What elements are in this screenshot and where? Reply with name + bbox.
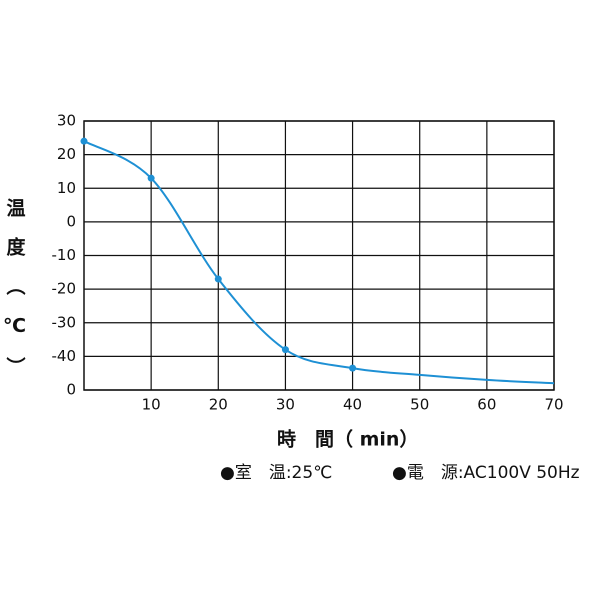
x-tick-label: 60 xyxy=(477,396,496,414)
x-axis-label: 時 間（ min） xyxy=(277,428,418,451)
y-tick-label: -10 xyxy=(52,246,77,264)
y-tick-label: 0 xyxy=(66,381,76,399)
y-tick-label: 20 xyxy=(57,145,76,163)
y-axis-label: 温度（℃） xyxy=(4,198,26,396)
point xyxy=(147,174,155,182)
point xyxy=(214,275,222,283)
y-tick-label: 30 xyxy=(57,112,76,130)
point xyxy=(281,346,289,354)
note: ●室 温:25℃ xyxy=(220,463,332,483)
x-tick-label: 40 xyxy=(343,396,362,414)
x-tick-label: 70 xyxy=(544,396,563,414)
line xyxy=(83,140,555,385)
point xyxy=(349,364,357,372)
note: ●電 源:AC100V 50Hz xyxy=(392,463,580,483)
y-tick-label: -30 xyxy=(52,313,77,331)
point xyxy=(80,137,88,145)
y-tick-label: -20 xyxy=(52,280,77,298)
y-tick-label: -40 xyxy=(52,347,77,365)
x-tick-label: 10 xyxy=(142,396,161,414)
x-tick-label: 30 xyxy=(276,396,295,414)
x-tick-label: 50 xyxy=(410,396,429,414)
y-tick-label: 0 xyxy=(66,212,76,230)
y-tick-label: 10 xyxy=(57,179,76,197)
x-tick-label: 20 xyxy=(209,396,228,414)
